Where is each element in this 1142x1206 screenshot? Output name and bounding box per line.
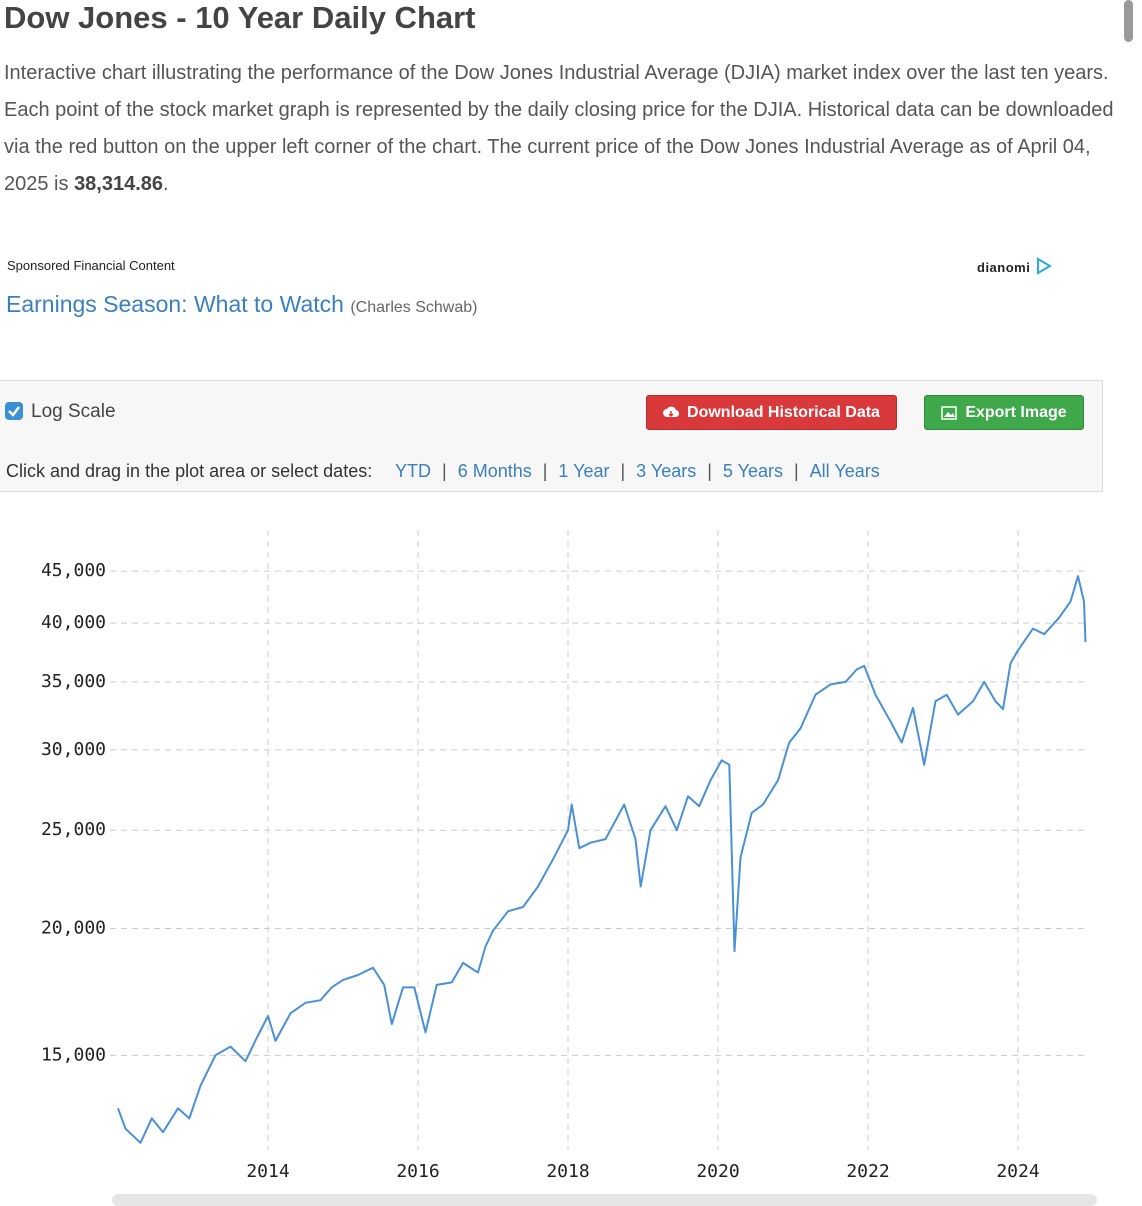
y-tick-label: 30,000: [41, 739, 106, 760]
sponsored-label: Sponsored Financial Content: [7, 258, 175, 273]
y-tick-label: 25,000: [41, 819, 106, 840]
control-panel: [0, 380, 1103, 492]
range-link[interactable]: YTD: [395, 461, 431, 481]
x-tick-label: 2018: [546, 1161, 589, 1182]
range-link[interactable]: All Years: [809, 461, 880, 481]
description: Interactive chart illustrating the perfo…: [4, 55, 1129, 203]
log-scale-checkbox[interactable]: [5, 402, 23, 420]
range-link[interactable]: 3 Years: [636, 461, 697, 481]
page-title: Dow Jones - 10 Year Daily Chart: [4, 0, 476, 35]
y-tick-label: 15,000: [41, 1044, 106, 1065]
y-tick-label: 35,000: [41, 671, 106, 692]
ad-headline[interactable]: Earnings Season: What to Watch: [6, 291, 344, 317]
range-prompt: Click and drag in the plot area or selec…: [6, 461, 373, 481]
export-label[interactable]: Export Image: [965, 403, 1067, 421]
y-tick-label: 45,000: [41, 560, 106, 581]
description-end: .: [163, 173, 169, 195]
navigator[interactable]: [112, 1194, 1097, 1206]
description-text: Interactive chart illustrating the perfo…: [4, 62, 1114, 195]
x-tick-label: 2016: [396, 1161, 439, 1182]
y-tick-label: 40,000: [41, 612, 106, 633]
download-button[interactable]: Download Historical Data: [646, 395, 897, 430]
chart: 2014 2016 2018 2020 2022 2024 15,000 20,000 25,0…: [41, 530, 1087, 1182]
separator: |: [542, 461, 548, 481]
export-button[interactable]: Export Image: [924, 395, 1084, 430]
ad-source: (Charles Schwab): [350, 299, 478, 316]
y-tick-label: 20,000: [41, 918, 106, 939]
x-tick-label: 2020: [696, 1161, 739, 1182]
ad-icon[interactable]: [1035, 257, 1053, 275]
ad-brand[interactable]: dianomi: [977, 260, 1031, 275]
x-tick-label: 2014: [246, 1161, 289, 1182]
scrollbar[interactable]: [1124, 0, 1133, 42]
range-links: YTD | 6 Months | 1 Year | 3 Years | 5 Years | All …: [395, 461, 880, 482]
x-tick-label: 2022: [846, 1161, 889, 1182]
current-price: 38,314.86: [74, 173, 164, 195]
separator: |: [620, 461, 626, 481]
download-label[interactable]: Download Historical Data: [687, 403, 880, 421]
range-link[interactable]: 1 Year: [558, 461, 610, 481]
price-line: [117, 575, 1087, 1144]
separator: |: [707, 461, 712, 481]
separator: |: [793, 461, 799, 481]
range-link[interactable]: 5 Years: [722, 461, 783, 481]
ad-link[interactable]: Earnings Season: What to Watch (Charles …: [6, 291, 477, 318]
separator: |: [442, 461, 447, 481]
range-link[interactable]: 6 Months: [457, 461, 532, 481]
x-tick-label: 2024: [996, 1161, 1039, 1182]
log-scale-label[interactable]: Log Scale: [31, 401, 116, 422]
